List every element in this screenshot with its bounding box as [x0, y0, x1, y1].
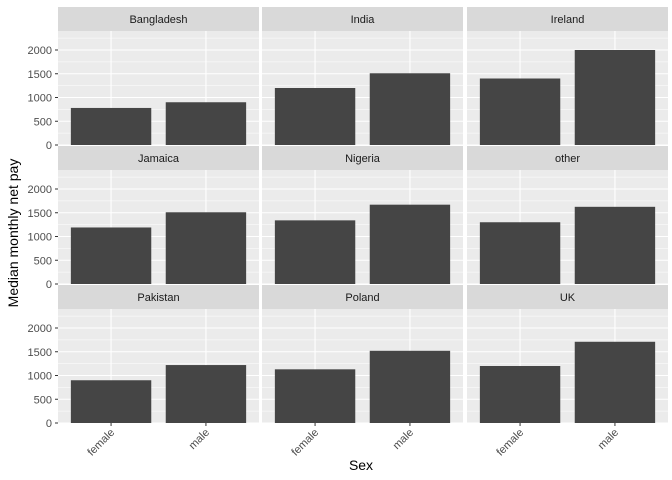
facet-strip	[58, 285, 259, 309]
facet-panel: UK	[467, 285, 668, 424]
facet-strip	[467, 146, 668, 170]
x-axis-title: Sex	[349, 457, 373, 473]
bar-female	[479, 366, 561, 423]
bar-female	[479, 222, 561, 284]
facet-panel: Jamaica	[58, 146, 259, 285]
x-tick-label: male	[391, 427, 416, 452]
bar-male	[574, 206, 656, 284]
facet-label: Ireland	[551, 14, 585, 26]
y-tick-label: 500	[34, 255, 52, 267]
bar-male	[574, 341, 656, 423]
facet-strip	[58, 146, 259, 170]
facet-strip	[262, 146, 463, 170]
bar-male	[369, 350, 451, 423]
y-axis-ticks: 0 500 1000 1500 2000 0 500 1000 1500 2000 0 500 1000…	[28, 45, 58, 430]
facet-strip	[262, 7, 463, 31]
bar-female	[479, 78, 561, 145]
bar-male	[165, 365, 247, 423]
facet-label: other	[555, 153, 580, 165]
facet-panel: Pakistan	[58, 285, 259, 424]
facet-panel: India	[262, 7, 463, 146]
y-tick-label: 0	[46, 140, 52, 152]
facet-strip	[262, 285, 463, 309]
facet-strip	[467, 285, 668, 309]
bar-male	[165, 212, 247, 284]
bar-female	[274, 220, 356, 284]
bar-female	[274, 88, 356, 145]
y-tick-label: 1000	[28, 232, 52, 244]
facet-label: Jamaica	[138, 153, 180, 165]
x-axis-ticks: female male female male female male	[85, 423, 621, 458]
y-tick-label: 1000	[28, 371, 52, 383]
facet-strip	[467, 7, 668, 31]
facet-label: India	[351, 14, 376, 26]
y-tick-label: 0	[46, 279, 52, 291]
y-tick-label: 500	[34, 116, 52, 128]
bar-female	[70, 107, 152, 145]
facet-label: Pakistan	[137, 292, 179, 304]
bar-male	[369, 204, 451, 284]
bar-female	[70, 227, 152, 284]
facet-label: Poland	[345, 292, 379, 304]
facet-panel: other	[467, 146, 668, 285]
facet-label: Bangladesh	[129, 14, 187, 26]
facet-panel: Poland	[262, 285, 463, 424]
y-axis-title: Median monthly net pay	[5, 159, 21, 308]
y-tick-label: 2000	[28, 323, 52, 335]
bar-male	[574, 50, 656, 145]
y-tick-label: 0	[46, 418, 52, 430]
bar-male	[165, 102, 247, 145]
facet-panels: Bangladesh India Ireland Jamaica Nigeria othe…	[58, 7, 668, 424]
facet-panel: Bangladesh	[58, 7, 259, 146]
x-tick-label: female	[85, 427, 117, 459]
facet-strip	[58, 7, 259, 31]
y-tick-label: 1500	[28, 69, 52, 81]
y-tick-label: 2000	[28, 45, 52, 57]
facet-label: Nigeria	[345, 153, 381, 165]
bar-female	[274, 369, 356, 423]
bar-female	[70, 380, 152, 423]
bar-male	[369, 73, 451, 145]
y-tick-label: 500	[34, 394, 52, 406]
y-tick-label: 1500	[28, 208, 52, 220]
facet-label: UK	[560, 292, 576, 304]
x-tick-label: male	[596, 427, 621, 452]
facet-panel: Ireland	[467, 7, 668, 146]
y-tick-label: 1000	[28, 93, 52, 105]
x-tick-label: male	[187, 427, 212, 452]
y-tick-label: 1500	[28, 347, 52, 359]
x-tick-label: female	[289, 427, 321, 459]
y-tick-label: 2000	[28, 184, 52, 196]
facet-panel: Nigeria	[262, 146, 463, 285]
x-tick-label: female	[494, 427, 526, 459]
